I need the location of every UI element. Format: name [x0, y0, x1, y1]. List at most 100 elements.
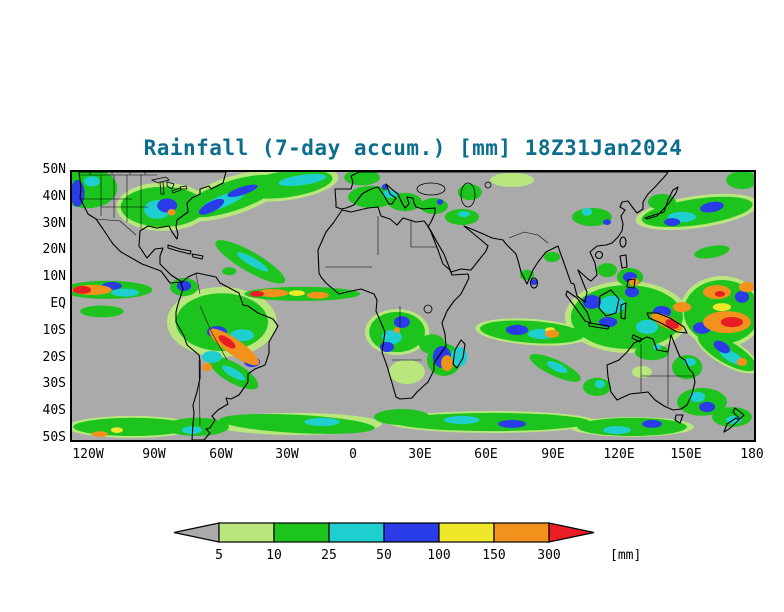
rain-cell — [734, 291, 750, 303]
rain-cell — [382, 330, 402, 345]
rain-cell — [457, 211, 470, 217]
eurasia-coastline — [334, 172, 669, 303]
rain-cell — [699, 401, 716, 413]
rain-cell — [222, 267, 237, 276]
rain-cell — [80, 305, 124, 318]
colorbar-segment — [328, 522, 385, 543]
rain-cell — [736, 358, 748, 366]
rain-cell — [490, 173, 534, 187]
colorbar-tick-label: 10 — [266, 548, 282, 563]
rain-cell — [387, 192, 423, 212]
coastlines — [78, 172, 745, 440]
rain-cell — [635, 319, 659, 334]
lake-victoria-outline — [423, 304, 433, 314]
colorbar-segment — [493, 522, 550, 543]
colorbar-canvas — [173, 522, 595, 543]
rain-cell — [582, 295, 601, 309]
rain-cell — [198, 198, 225, 215]
colorbar-segment — [383, 522, 440, 543]
rain-cell — [73, 417, 191, 436]
lon-tick-label: 90W — [142, 447, 166, 462]
colorbar-segment — [438, 522, 495, 543]
colorbar-tick-label: 150 — [482, 548, 506, 563]
rain-cell — [738, 281, 754, 293]
rain-cell — [420, 198, 448, 214]
rain-cell — [111, 288, 140, 297]
lat-tick-label: 50N — [42, 162, 66, 177]
rain-cell — [110, 427, 123, 433]
rain-cell — [436, 199, 444, 205]
africa-coastline — [317, 206, 470, 400]
rain-cell — [694, 245, 730, 259]
rain-cell — [236, 348, 258, 365]
rain-cell — [641, 419, 662, 428]
rain-cell — [256, 289, 289, 298]
rain-cell — [457, 184, 482, 201]
colorbar-tick-label: 300 — [537, 548, 561, 563]
country-borders — [79, 172, 695, 427]
lon-tick-label: 150E — [670, 447, 702, 462]
rain-cell — [202, 363, 213, 372]
rainfall-field — [72, 172, 754, 438]
rain-cell — [545, 329, 560, 338]
lat-tick-label: EQ — [50, 296, 66, 311]
lon-tick-label: 120E — [603, 447, 635, 462]
aral-sea-outline — [484, 181, 492, 189]
rain-cell — [288, 290, 305, 296]
map-canvas — [72, 172, 754, 440]
tasmania-coastline — [674, 414, 684, 424]
rain-cell — [444, 209, 479, 225]
great-lakes-outline — [150, 176, 188, 195]
rain-cell — [167, 209, 176, 216]
rain-cell — [634, 344, 670, 361]
rain-cell — [700, 201, 724, 213]
rain-cell — [83, 176, 100, 187]
rain-cell — [506, 324, 529, 335]
rain-cell — [689, 391, 706, 402]
colorbar-left-arrow — [173, 522, 220, 543]
lat-tick-label: 20S — [42, 350, 66, 365]
colorbar-right-arrow — [548, 522, 595, 543]
rain-cell — [624, 287, 640, 298]
lon-tick-label: 180 — [740, 447, 764, 462]
lat-tick-label: 10N — [42, 269, 66, 284]
taiwan-coastline — [619, 236, 627, 248]
rain-cell — [577, 417, 687, 436]
new-zealand-north-coastline — [732, 407, 745, 420]
rain-cell — [594, 380, 606, 388]
colorbar-segment — [218, 522, 275, 543]
rain-cell — [176, 280, 192, 291]
colorbar-unit-label: [mm] — [610, 548, 642, 563]
lon-tick-label: 90E — [541, 447, 565, 462]
rain-cell — [230, 329, 255, 342]
rain-cell — [498, 419, 526, 428]
lat-tick-label: 40S — [42, 403, 66, 418]
lakes-and-seas — [150, 176, 492, 314]
timor-coastline — [631, 334, 643, 343]
colorbar: 5 10 25 50 100 150 300 [mm] — [172, 522, 642, 572]
rain-cell — [713, 340, 731, 354]
political-borders — [79, 172, 695, 427]
sulawesi-coastline — [620, 302, 627, 320]
lon-tick-label: 0 — [349, 447, 357, 462]
rain-cell — [597, 263, 617, 278]
figure-title: Rainfall (7-day accum.) [mm] 18Z31Jan202… — [143, 136, 683, 160]
rain-cell — [394, 412, 591, 432]
rain-cell — [544, 251, 561, 263]
rain-cell — [444, 415, 480, 424]
lat-tick-label: 30N — [42, 216, 66, 231]
rain-cell — [72, 285, 92, 294]
rain-cell — [726, 172, 754, 190]
rain-cell — [278, 173, 326, 187]
north-america-coastline — [78, 172, 227, 284]
rain-cell — [201, 351, 222, 363]
rain-cell — [581, 207, 593, 216]
rain-cell — [393, 316, 410, 328]
rain-cell — [236, 252, 269, 272]
rain-cell — [394, 327, 401, 333]
sumatra-coastline — [565, 290, 592, 324]
cuba-coastline — [167, 244, 192, 255]
caspian-sea-outline — [460, 182, 476, 208]
new-guinea-coastline — [646, 312, 688, 334]
